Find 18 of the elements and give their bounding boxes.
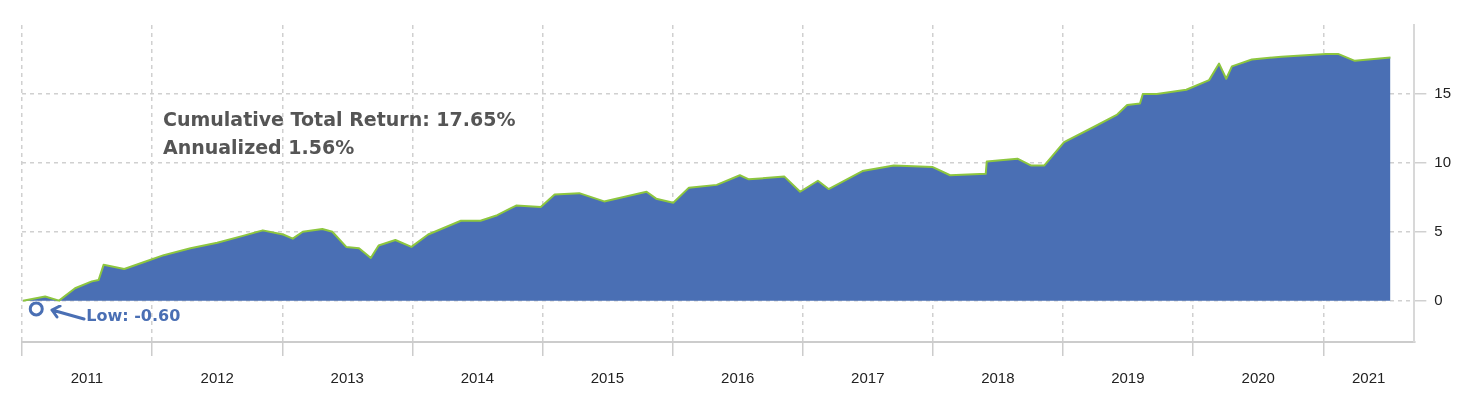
annotation: Low: -0.60: [86, 306, 181, 326]
x-tick-label: 2018: [981, 369, 1015, 387]
x-tick-label: 2015: [590, 369, 625, 387]
y-tick-label: 0: [1434, 290, 1443, 308]
annotation: Annualized 1.56%: [163, 135, 355, 158]
x-tick-label: 2011: [70, 369, 103, 387]
x-tick-label: 2014: [460, 369, 494, 387]
x-tick-label: 2013: [330, 369, 364, 387]
x-tick-label: 2021: [1352, 369, 1386, 387]
y-tick-label: 10: [1434, 152, 1451, 170]
x-tick-label: 2017: [851, 369, 885, 387]
annotation: Cumulative Total Return: 17.65%: [163, 107, 516, 130]
y-tick-label: 15: [1434, 84, 1451, 102]
x-tick-label: 2012: [200, 369, 234, 387]
y-tick-label: 5: [1434, 221, 1443, 239]
x-tick-label: 2016: [721, 369, 755, 387]
x-tick-label: 2020: [1241, 369, 1275, 387]
x-tick-label: 2019: [1111, 369, 1145, 387]
